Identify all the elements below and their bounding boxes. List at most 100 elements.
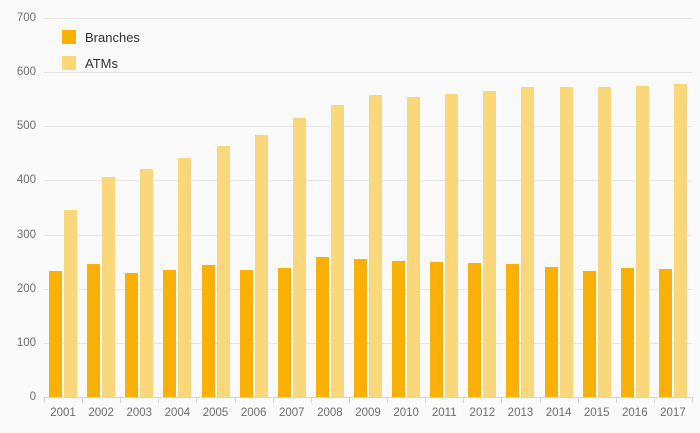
bar-atms-2006[interactable] [254,134,268,397]
x-tick-2015 [577,397,579,403]
bars-layer [44,18,692,397]
legend-item-branches[interactable]: Branches [62,26,140,48]
bar-group-2011 [430,18,459,397]
bar-branches-2013[interactable] [506,264,520,397]
legend-label-branches: Branches [85,29,140,45]
x-tick-2017 [653,397,655,403]
gridline-300 [44,234,692,236]
gridline-600 [44,72,692,74]
x-tick-2008 [310,397,312,403]
bar-atms-2015[interactable] [597,87,611,397]
chart-legend: Branches ATMs [62,26,140,78]
x-tick-label-2015: 2015 [583,407,610,419]
y-tick-label-0: 0 [29,391,36,403]
y-tick-label-400: 400 [16,174,36,187]
x-tick-label-2014: 2014 [545,407,572,419]
bar-group-2012 [468,18,497,397]
bar-atms-2007[interactable] [292,117,306,397]
bar-group-2007 [277,18,306,397]
x-axis: 2001 2002 2003 2004 2005 2006 2007 2008 2009 2010… [44,397,693,433]
bar-atms-2016[interactable] [635,85,649,397]
y-tick-label-600: 600 [16,66,36,79]
x-tick-label-2016: 2016 [622,407,648,419]
bar-group-2003 [125,18,154,397]
branches-swatch [62,30,76,44]
y-tick-label-200: 200 [16,282,36,295]
x-tick-label-2008: 2008 [317,407,343,419]
x-tick-2014 [539,397,541,403]
bar-atms-2011[interactable] [445,94,459,397]
bar-group-2015 [582,18,611,397]
x-tick-2016 [615,397,617,403]
x-tick-2010 [387,397,389,403]
bar-group-2004 [163,18,192,397]
bar-group-2009 [354,18,382,397]
bar-group-2008 [315,18,344,397]
bar-branches-2002[interactable] [87,264,101,397]
bar-branches-2015[interactable] [582,270,596,397]
bar-group-2014 [544,18,573,397]
bar-atms-2017[interactable] [673,83,687,397]
bar-atms-2013[interactable] [521,87,535,397]
atms-swatch [62,56,76,70]
bar-branches-2012[interactable] [468,263,482,397]
y-tick-label-100: 100 [16,336,36,349]
bar-branches-2003[interactable] [125,273,139,397]
bar-atms-2010[interactable] [407,97,421,397]
bar-branches-2016[interactable] [620,267,634,397]
bar-branches-2014[interactable] [544,267,558,397]
bar-atms-2002[interactable] [102,177,116,397]
y-tick-label-700: 700 [16,12,36,24]
bar-atms-2014[interactable] [559,87,573,397]
bar-group-2016 [620,18,649,397]
x-tick-end [692,397,693,403]
x-tick-2003 [120,397,122,403]
x-tick-2006 [234,397,236,403]
y-tick-label-500: 500 [16,120,36,133]
bar-branches-2011[interactable] [430,261,444,397]
bar-atms-2005[interactable] [216,145,230,397]
y-tick-label-300: 300 [16,228,36,241]
x-tick-2007 [272,397,274,403]
x-tick-label-2003: 2003 [126,407,153,419]
bar-branches-2001[interactable] [49,270,63,397]
bar-group-2005 [201,18,230,397]
x-tick-label-2006: 2006 [240,407,267,419]
x-tick-2013 [501,397,503,403]
bar-group-2010 [392,18,421,397]
bar-group-2013 [506,18,535,397]
bar-atms-2012[interactable] [483,90,497,397]
bar-atms-2004[interactable] [178,157,192,397]
x-tick-label-2007: 2007 [278,407,305,419]
x-tick-label-2005: 2005 [202,407,229,419]
bar-branches-2005[interactable] [201,264,215,397]
bar-atms-2009[interactable] [369,95,382,397]
gridline-100 [44,342,692,344]
bar-branches-2006[interactable] [239,270,253,397]
bar-branches-2008[interactable] [315,256,329,397]
x-tick-label-2004: 2004 [164,407,191,419]
bar-atms-2008[interactable] [330,104,344,397]
bar-branches-2004[interactable] [163,270,177,397]
bar-atms-2001[interactable] [64,210,78,397]
gridline-500 [44,126,692,128]
gridline-200 [44,288,692,290]
x-tick-2002 [82,397,84,403]
x-tick-2011 [425,397,427,403]
x-tick-label-2002: 2002 [88,407,114,419]
bar-atms-2003[interactable] [140,168,154,397]
bar-group-2017 [658,18,687,397]
bar-branches-2007[interactable] [277,267,291,397]
x-tick-label-2009: 2009 [355,407,381,419]
bar-branches-2009[interactable] [354,259,367,397]
legend-item-atms[interactable]: ATMs [62,52,140,74]
gridline-700 [44,18,692,19]
bar-branches-2017[interactable] [658,269,672,397]
x-tick-2001 [44,397,45,403]
bar-group-2002 [87,18,116,397]
gridline-400 [44,180,692,182]
x-tick-2012 [463,397,465,403]
bar-branches-2010[interactable] [392,261,406,397]
x-tick-label-2011: 2011 [431,407,457,419]
